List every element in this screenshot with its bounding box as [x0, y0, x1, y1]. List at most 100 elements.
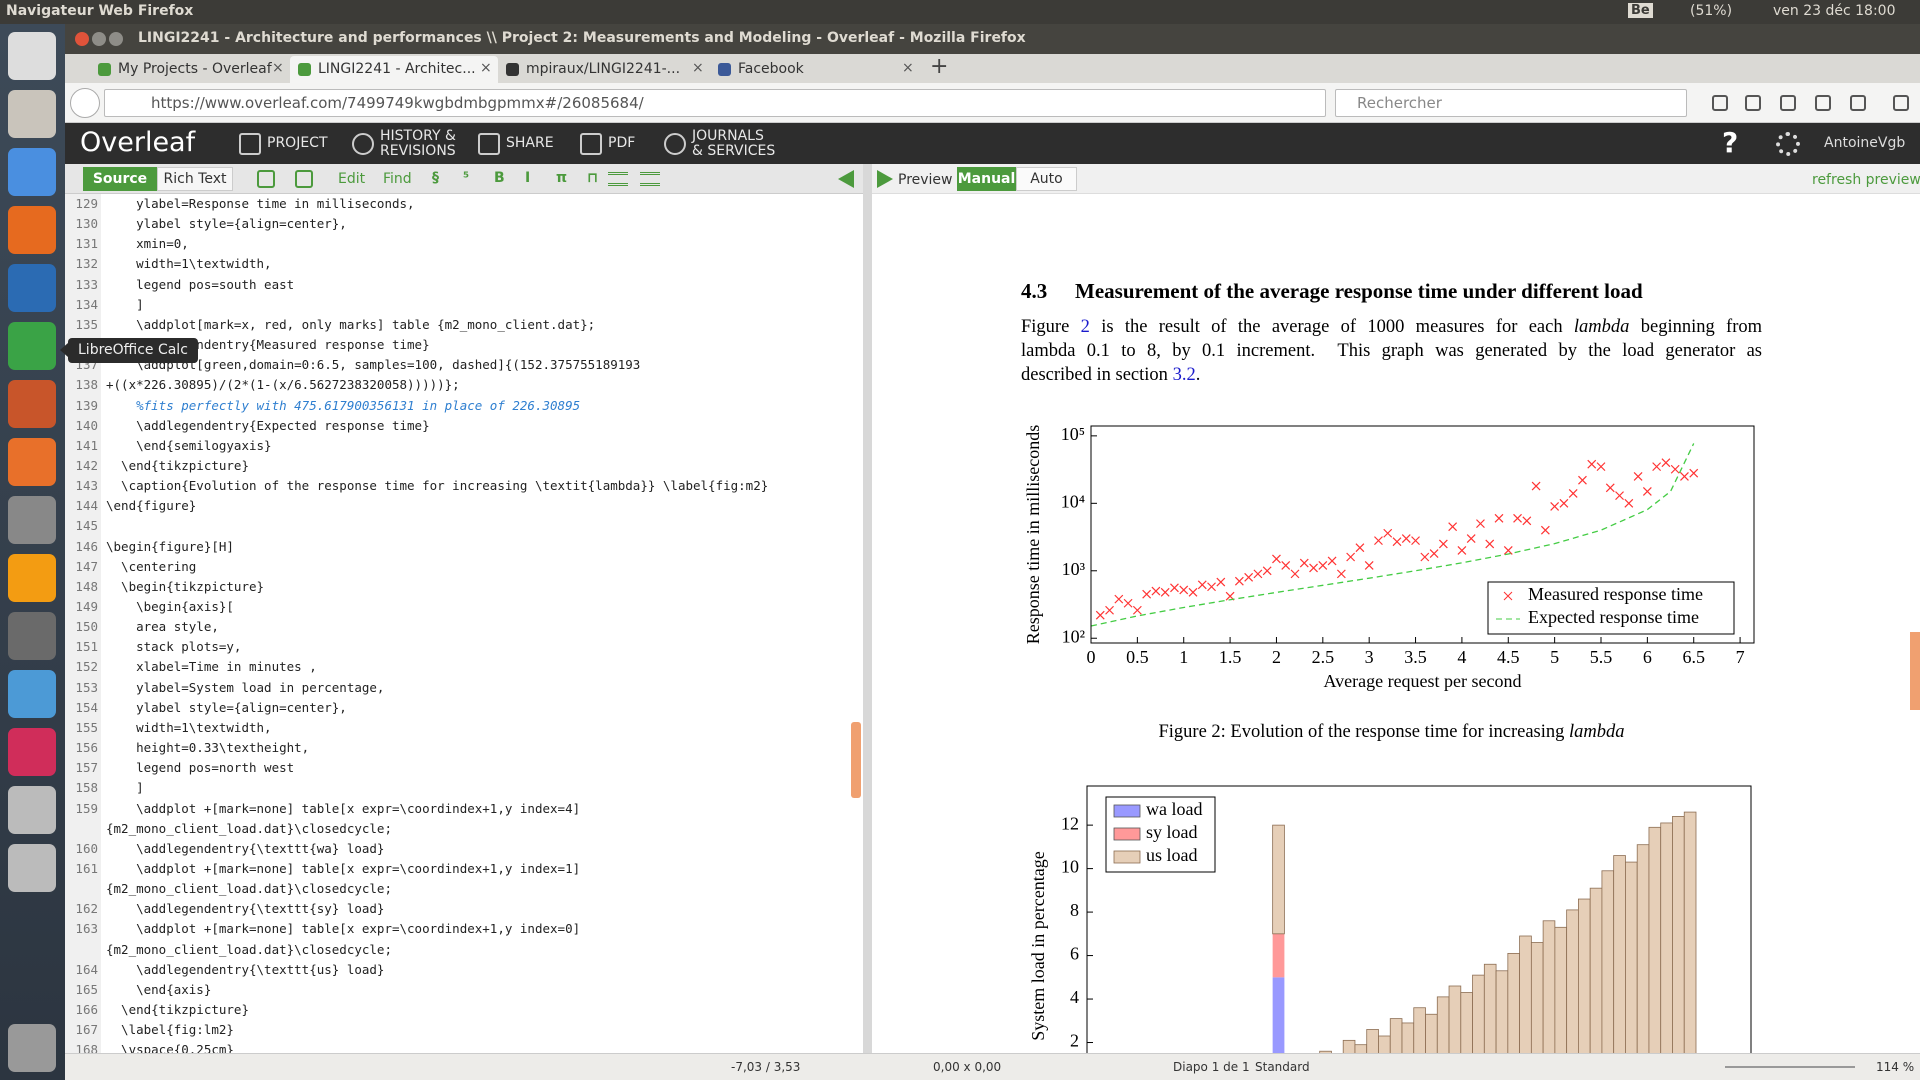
tab[interactable]: Facebook ×	[710, 56, 920, 83]
search-field[interactable]	[1335, 89, 1687, 117]
window-button[interactable]	[75, 32, 89, 46]
format-button[interactable]: ⁵	[463, 170, 470, 186]
pdf-view: 0 0.5 1 1.5 2 2.5 3 3.5 4 4.5 5 5.5 6 6.5 7 10² 10³ 10⁴ 10…	[1023, 424, 1755, 1053]
scrollbar-thumb[interactable]	[851, 722, 861, 798]
tab-close[interactable]: ×	[692, 60, 704, 76]
launcher-icon[interactable]	[8, 612, 56, 660]
menu-item[interactable]: PDF	[608, 135, 636, 151]
window-button[interactable]	[109, 32, 123, 46]
bar	[1401, 1022, 1415, 1053]
menu-icon[interactable]	[478, 133, 500, 155]
help[interactable]: ?	[1722, 126, 1739, 159]
overleaf-logo[interactable]: Overleaf	[80, 127, 196, 158]
tab-close[interactable]: ×	[480, 60, 492, 76]
editor[interactable]: 129 ylabel=Response time in milliseconds…	[65, 194, 863, 1053]
launcher-icon[interactable]	[8, 90, 56, 138]
battery[interactable]: (51%)	[1690, 3, 1733, 19]
new-tab[interactable]: +	[930, 54, 949, 79]
text-run: described in section	[1021, 365, 1173, 385]
menu-item[interactable]: PROJECT	[267, 135, 328, 151]
manual-button[interactable]: Manual	[957, 167, 1016, 191]
format-button[interactable]: π	[556, 170, 568, 186]
point	[1114, 594, 1124, 604]
toolbar-icon[interactable]	[295, 170, 313, 188]
text-run[interactable]: 3.2	[1172, 365, 1196, 385]
menu-item[interactable]: JOURNALS	[692, 128, 764, 144]
tab-close[interactable]: ×	[902, 60, 914, 76]
code-line: %fits perfectly with 475.617900356131 in…	[106, 397, 581, 413]
search-placeholder[interactable]: Rechercher	[1357, 94, 1442, 112]
launcher-icon[interactable]	[8, 206, 56, 254]
format-button[interactable]: §	[432, 170, 439, 186]
refresh-preview[interactable]: refresh preview	[1812, 172, 1920, 188]
toolbar-icon[interactable]	[1850, 95, 1866, 111]
launcher-icon[interactable]	[8, 148, 56, 196]
menu-item[interactable]: SHARE	[506, 135, 554, 151]
launcher-icon[interactable]	[8, 438, 56, 486]
back-button[interactable]	[70, 88, 100, 118]
menu-item[interactable]: HISTORY &	[380, 128, 456, 144]
toolbar-icon[interactable]	[1745, 95, 1761, 111]
toolbar-icon[interactable]	[1815, 95, 1831, 111]
bar	[1319, 1050, 1332, 1053]
list-icon[interactable]	[608, 172, 628, 186]
toolbar-icon[interactable]	[1780, 95, 1796, 111]
splitter[interactable]	[863, 164, 872, 1053]
format-button[interactable]: ⊓	[587, 170, 599, 186]
menu-icon[interactable]	[239, 133, 261, 155]
edit-button[interactable]: Edit	[338, 171, 366, 187]
launcher-icon[interactable]	[8, 554, 56, 602]
url-field[interactable]	[104, 89, 1326, 117]
tab[interactable]: LINGI2241 - Architec... ×	[290, 56, 498, 83]
url[interactable]: https://www.overleaf.com/7499749kwgbdmbg…	[151, 94, 644, 112]
preview-pane	[872, 194, 1920, 1053]
line-number: 144	[75, 498, 98, 514]
list-icon[interactable]	[640, 172, 660, 186]
collapse-arrow[interactable]	[838, 170, 854, 188]
source-button[interactable]: Source	[83, 167, 157, 191]
auto-button[interactable]: Auto	[1016, 167, 1077, 191]
rich-text-button[interactable]: Rich Text	[157, 167, 233, 191]
point	[1531, 481, 1541, 491]
find-button[interactable]: Find	[383, 171, 412, 187]
toolbar-icon[interactable]	[1712, 95, 1728, 111]
launcher-icon[interactable]	[8, 32, 56, 80]
zoom-slider[interactable]	[1725, 1066, 1855, 1068]
launcher-icon[interactable]	[8, 670, 56, 718]
format-button[interactable]: B	[494, 170, 505, 186]
code-line: \addlegendentry{\texttt{us} load}	[106, 961, 385, 977]
launcher-icon[interactable]	[8, 786, 56, 834]
settings-icon[interactable]	[1776, 132, 1800, 156]
toolbar-icon[interactable]	[257, 170, 275, 188]
code-line: \vspace{0.25cm}	[106, 1042, 234, 1053]
preview-arrow[interactable]	[877, 170, 893, 188]
format-button[interactable]: I	[525, 170, 531, 186]
launcher-icon[interactable]	[8, 264, 56, 312]
launcher-icon[interactable]	[8, 844, 56, 892]
tab[interactable]: mpiraux/LINGI2241-... ×	[498, 56, 710, 83]
x-tick-label: 7	[1736, 647, 1745, 667]
keyboard-layout[interactable]: Be	[1628, 3, 1653, 18]
launcher-icon[interactable]	[8, 728, 56, 776]
launcher-icon[interactable]	[8, 322, 56, 370]
launcher-icon[interactable]	[8, 1024, 56, 1072]
menu-icon[interactable]	[580, 133, 602, 155]
menu-icon[interactable]	[664, 133, 686, 155]
toolbar-icon[interactable]	[1893, 95, 1909, 111]
point	[1392, 537, 1402, 547]
user-menu[interactable]: AntoineVgb	[1824, 135, 1906, 151]
launcher-icon[interactable]	[8, 380, 56, 428]
clock[interactable]: ven 23 déc 18:00	[1773, 3, 1896, 19]
menu-item[interactable]: REVISIONS	[380, 143, 456, 159]
window-button[interactable]	[92, 32, 106, 46]
line-number: 142	[75, 457, 98, 473]
text-run[interactable]: 2	[1080, 317, 1090, 337]
menu-item[interactable]: & SERVICES	[692, 143, 776, 159]
point	[1494, 513, 1504, 523]
tab[interactable]: My Projects - Overleaf ×	[90, 56, 290, 83]
launcher-icon[interactable]	[8, 496, 56, 544]
tab-close[interactable]: ×	[272, 60, 284, 76]
preview-button[interactable]: Preview	[898, 172, 953, 188]
code-line: \label{fig:lm2}	[106, 1022, 234, 1038]
menu-icon[interactable]	[352, 133, 374, 155]
